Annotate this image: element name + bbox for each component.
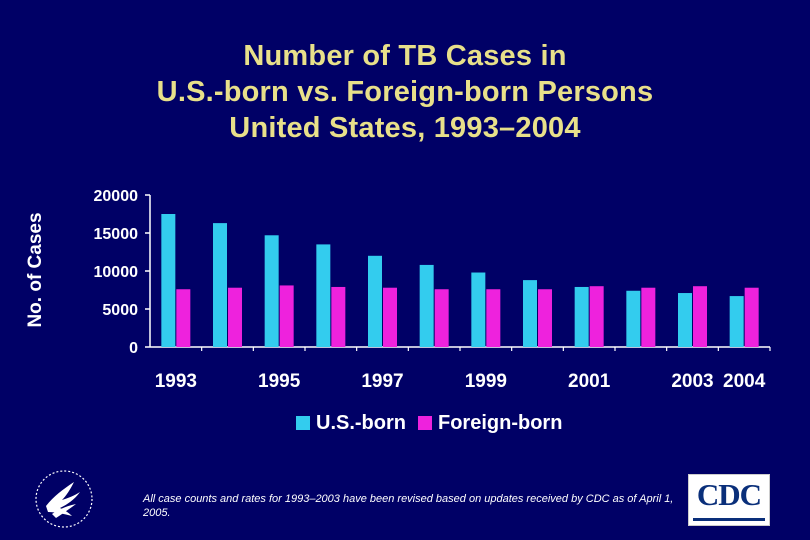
legend-label-foreign-born: Foreign-born: [438, 411, 563, 434]
bar-foreign-born-2001: [589, 286, 604, 347]
footnote: All case counts and rates for 1993–2003 …: [143, 493, 674, 519]
bar-u-s-born-2003: [678, 293, 692, 347]
x-tick-label-1999: 1999: [465, 371, 507, 392]
bar-foreign-born-1998: [434, 289, 449, 347]
y-tick-label: 15000: [94, 226, 139, 243]
bar-foreign-born-1995: [279, 285, 294, 347]
x-tick-label-1995: 1995: [258, 371, 301, 392]
bar-foreign-born-1996: [331, 286, 346, 347]
legend-label-us-born: U.S.-born: [316, 411, 406, 434]
bar-u-s-born-2002: [626, 290, 641, 347]
bar-foreign-born-1999: [486, 289, 501, 347]
x-tick-label-2003: 2003: [671, 371, 713, 392]
bar-foreign-born-1993: [176, 289, 191, 347]
y-tick-label: 5000: [102, 302, 138, 319]
bar-u-s-born-1999: [471, 272, 486, 347]
y-tick-label: 0: [129, 340, 138, 357]
bar-u-s-born-2000: [523, 280, 537, 347]
legend-item-us-born: U.S.-born: [296, 412, 406, 435]
bar-foreign-born-2002: [641, 287, 656, 347]
bar-foreign-born-1997: [383, 287, 397, 347]
x-tick-label-2001: 2001: [568, 371, 611, 392]
y-tick-label: 20000: [94, 188, 139, 205]
legend-item-foreign-born: Foreign-born: [418, 412, 562, 435]
legend: U.S.-born Foreign-born: [296, 410, 574, 436]
legend-swatch-foreign-born: [418, 416, 432, 430]
title-line-2: U.S.-born vs. Foreign-born Persons: [156, 76, 654, 108]
bar-foreign-born-2004: [744, 287, 759, 347]
bar-u-s-born-1997: [368, 255, 382, 347]
title-line-1: Number of TB Cases in: [243, 40, 567, 72]
bar-u-s-born-1995: [264, 235, 279, 347]
bar-u-s-born-1998: [419, 264, 434, 347]
title-line-3: United States, 1993–2004: [229, 112, 581, 144]
bar-u-s-born-1993: [161, 214, 176, 347]
x-tick-label-1993: 1993: [155, 371, 197, 392]
bar-u-s-born-1994: [213, 223, 227, 347]
bar-u-s-born-2001: [574, 286, 589, 347]
cdc-logo: CDC: [688, 474, 770, 526]
x-tick-label-2004: 2004: [723, 371, 766, 392]
bar-foreign-born-1994: [228, 287, 242, 347]
cdc-logo-underline: [693, 518, 765, 521]
x-tick-label-1997: 1997: [361, 371, 403, 392]
bar-foreign-born-2003: [693, 286, 707, 347]
bar-u-s-born-2004: [729, 296, 744, 347]
hhs-eagle-logo: [35, 470, 93, 528]
chart-title: Number of TB Cases in U.S.-born vs. Fore…: [0, 38, 810, 146]
cdc-logo-text: CDC: [696, 477, 762, 512]
bar-u-s-born-1996: [316, 244, 331, 347]
y-tick-label: 10000: [94, 264, 139, 281]
bar-foreign-born-2000: [538, 289, 552, 347]
legend-swatch-us-born: [296, 416, 310, 430]
